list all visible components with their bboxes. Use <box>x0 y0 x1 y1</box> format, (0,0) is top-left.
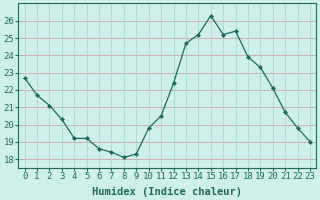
X-axis label: Humidex (Indice chaleur): Humidex (Indice chaleur) <box>92 186 242 197</box>
